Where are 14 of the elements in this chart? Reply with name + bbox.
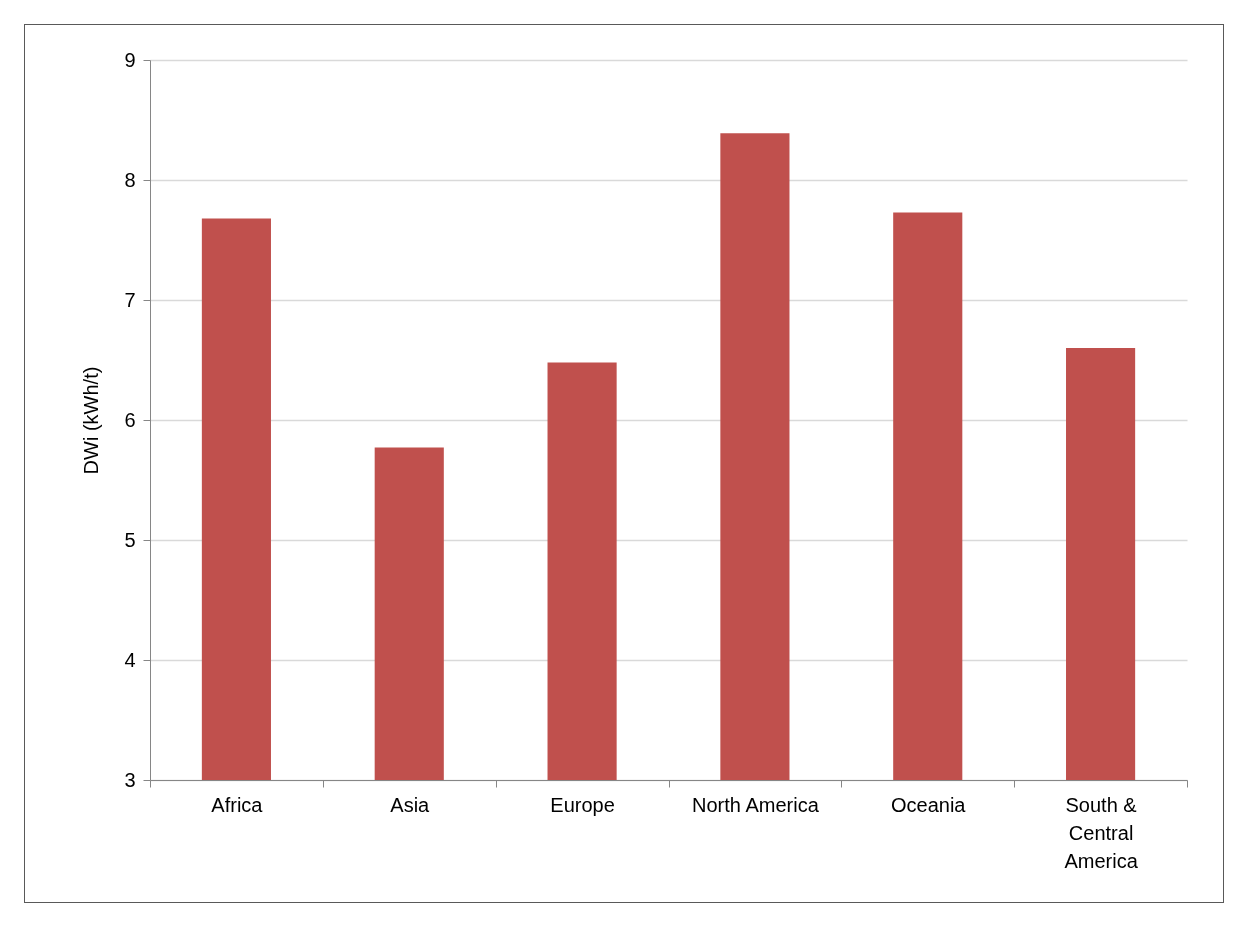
y-tick-label: 6 [124, 408, 136, 431]
y-axis-title: DWi (kWh/t) [80, 366, 103, 475]
x-tick-label: South & Central America [1064, 793, 1139, 872]
y-tick-label: 3 [124, 768, 136, 791]
y-tick-label: 4 [124, 648, 136, 671]
x-tick-label: North America [692, 793, 820, 816]
x-tick-label: Oceania [891, 793, 967, 816]
x-tick-label: Europe [550, 793, 615, 816]
y-tick-label: 9 [124, 48, 136, 71]
y-tick-label: 7 [124, 288, 136, 311]
x-tick-label: Asia [390, 793, 431, 816]
y-tick-label: 8 [124, 168, 136, 191]
y-tick-label: 5 [124, 528, 136, 551]
x-tick-label: Africa [211, 793, 264, 816]
